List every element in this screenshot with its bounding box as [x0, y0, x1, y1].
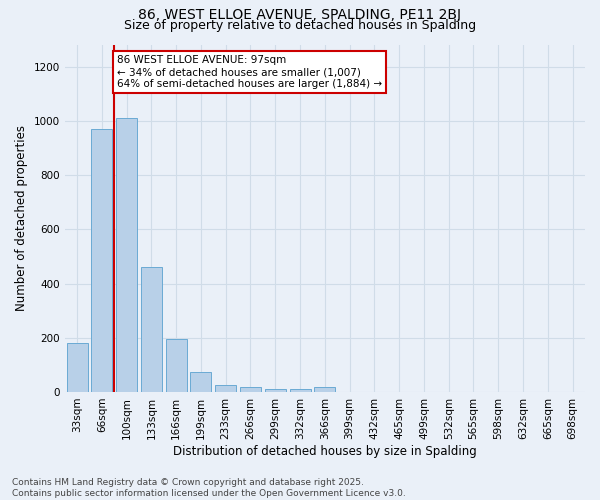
X-axis label: Distribution of detached houses by size in Spalding: Distribution of detached houses by size … — [173, 444, 477, 458]
Bar — [91, 129, 112, 392]
Bar — [215, 385, 236, 392]
Bar — [265, 389, 286, 392]
Bar — [166, 339, 187, 392]
Bar — [190, 372, 211, 392]
Bar — [141, 268, 162, 392]
Bar — [314, 386, 335, 392]
Text: 86 WEST ELLOE AVENUE: 97sqm
← 34% of detached houses are smaller (1,007)
64% of : 86 WEST ELLOE AVENUE: 97sqm ← 34% of det… — [117, 56, 382, 88]
Text: Size of property relative to detached houses in Spalding: Size of property relative to detached ho… — [124, 19, 476, 32]
Bar — [116, 118, 137, 392]
Bar — [290, 389, 311, 392]
Text: Contains HM Land Registry data © Crown copyright and database right 2025.
Contai: Contains HM Land Registry data © Crown c… — [12, 478, 406, 498]
Text: 86, WEST ELLOE AVENUE, SPALDING, PE11 2BJ: 86, WEST ELLOE AVENUE, SPALDING, PE11 2B… — [139, 8, 461, 22]
Bar — [240, 386, 261, 392]
Bar — [67, 343, 88, 392]
Y-axis label: Number of detached properties: Number of detached properties — [15, 126, 28, 312]
